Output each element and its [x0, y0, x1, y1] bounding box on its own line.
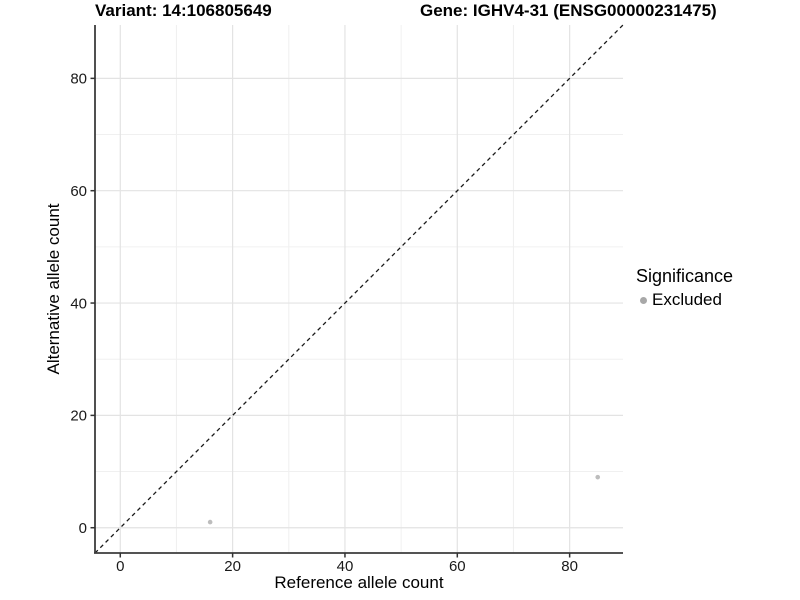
x-tick-label: 20: [224, 558, 241, 575]
x-tick-label: 60: [449, 558, 466, 575]
y-tick-label: 60: [70, 183, 87, 200]
x-tick-label: 80: [561, 558, 578, 575]
data-point: [207, 519, 213, 525]
plot-title-variant: Variant: 14:106805649: [95, 1, 272, 20]
legend: Significance Excluded: [636, 266, 733, 310]
y-tick-label: 40: [70, 295, 87, 312]
data-point: [595, 474, 601, 480]
legend-key: [634, 291, 652, 309]
y-tick-label: 0: [79, 520, 87, 537]
legend-item-excluded: Excluded: [636, 290, 733, 310]
legend-item-label: Excluded: [652, 290, 722, 309]
plot-title-gene: Gene: IGHV4-31 (ENSG00000231475): [420, 1, 717, 20]
y-tick-label: 20: [70, 408, 87, 425]
y-tick-label: 80: [70, 71, 87, 88]
legend-title: Significance: [636, 266, 734, 286]
x-tick-label: 0: [116, 558, 124, 575]
x-tick-label: 40: [337, 558, 354, 575]
excluded-point-icon: [639, 296, 647, 304]
x-axis-title: Reference allele count: [274, 573, 444, 592]
y-axis-title-text: Alternative allele count: [44, 203, 63, 375]
